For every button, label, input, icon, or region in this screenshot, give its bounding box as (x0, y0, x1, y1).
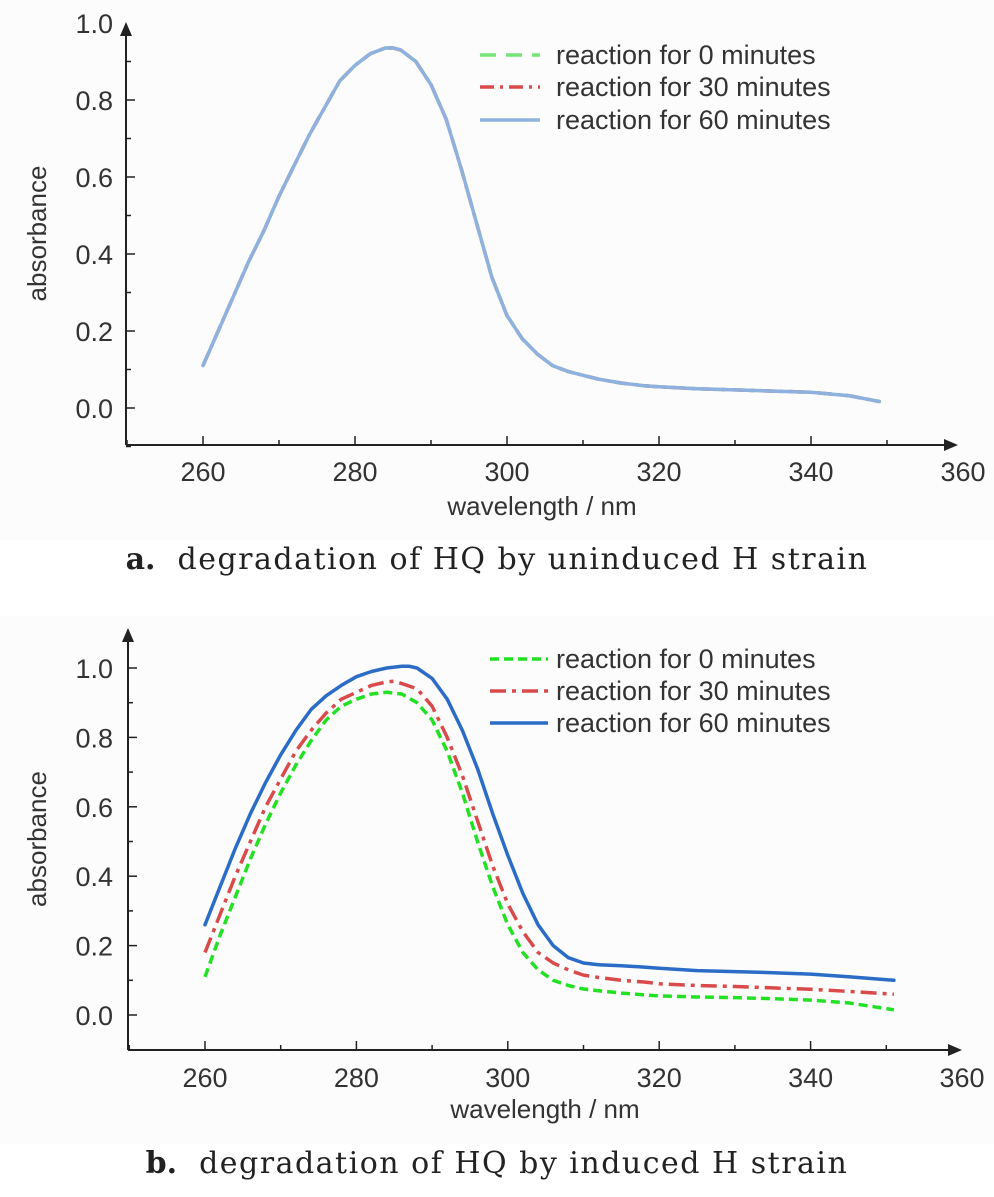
chart-b-y-axis-arrow (122, 628, 134, 642)
chart-b-y-tick-label: 0.8 (75, 723, 113, 753)
chart-b-y-tick-label: 0.6 (75, 793, 113, 823)
caption-a-text: degradation of HQ by uninduced H strain (177, 542, 869, 577)
chart-a-x-tick-label: 340 (788, 457, 833, 487)
chart-b-legend-label-2: reaction for 60 minutes (556, 708, 831, 738)
chart-b-x-tick-label: 320 (637, 1063, 682, 1093)
chart-a-x-tick-label: 280 (332, 457, 377, 487)
caption-a-letter: a. (125, 542, 156, 577)
chart-a-x-tick-label: 320 (636, 457, 681, 487)
panel-a-background (0, 0, 994, 540)
chart-b-y-axis-title: absorbance (22, 771, 52, 907)
chart-a-x-tick-label: 260 (180, 457, 225, 487)
chart-a-y-tick-label: 1.0 (75, 9, 113, 39)
chart-a-legend-label-0: reaction for 0 minutes (556, 40, 816, 70)
chart-b-x-tick-label: 340 (788, 1063, 833, 1093)
chart-b-series-2-line (203, 664, 896, 983)
chart-b-series-1-line (203, 679, 895, 996)
chart-a-x-axis-title: wavelength / nm (446, 491, 636, 521)
chart-b-y-tick-label: 0.0 (75, 1001, 113, 1031)
caption-a: a. degradation of HQ by uninduced H strai… (0, 542, 994, 577)
chart-a-y-tick-label: 0.2 (75, 317, 113, 347)
chart-a-y-axis-arrow (120, 22, 132, 36)
chart-a-y-tick-label: 0.8 (75, 86, 113, 116)
chart-b-series-0-line (203, 690, 895, 1012)
chart-a-x-tick-label: 360 (940, 457, 985, 487)
chart-a-x-axis-arrow (944, 439, 958, 451)
caption-b: b. degradation of HQ by induced H strain (0, 1146, 994, 1181)
chart-b-legend-label-0: reaction for 0 minutes (556, 644, 816, 674)
chart-a-series-2-line (201, 46, 882, 404)
chart-b-x-axis-arrow (948, 1044, 962, 1056)
caption-b-text: degradation of HQ by induced H strain (199, 1146, 849, 1181)
chart-a-y-tick-label: 0.4 (75, 240, 113, 270)
chart-b-y-tick-label: 0.2 (75, 932, 113, 962)
chart-b-x-tick-label: 280 (334, 1063, 379, 1093)
chart-b-x-tick-label: 360 (939, 1063, 984, 1093)
chart-a-y-tick-label: 0.6 (75, 163, 113, 193)
chart-b-x-tick-label: 260 (182, 1063, 227, 1093)
chart-a-x-tick-label: 300 (484, 457, 529, 487)
chart-b-legend-label-1: reaction for 30 minutes (556, 676, 831, 706)
chart-a-legend-label-2: reaction for 60 minutes (556, 105, 831, 135)
chart-b-x-axis-title: wavelength / nm (449, 1094, 639, 1124)
chart-b-y-tick-label: 1.0 (75, 654, 113, 684)
caption-b-letter: b. (145, 1146, 178, 1181)
chart-b-x-tick-label: 300 (485, 1063, 530, 1093)
chart-a-legend-label-1: reaction for 30 minutes (556, 72, 831, 102)
chart-b-y-tick-label: 0.4 (75, 862, 113, 892)
chart-a-y-tick-label: 0.0 (75, 394, 113, 424)
chart-a-y-axis-title: absorbance (22, 166, 52, 302)
